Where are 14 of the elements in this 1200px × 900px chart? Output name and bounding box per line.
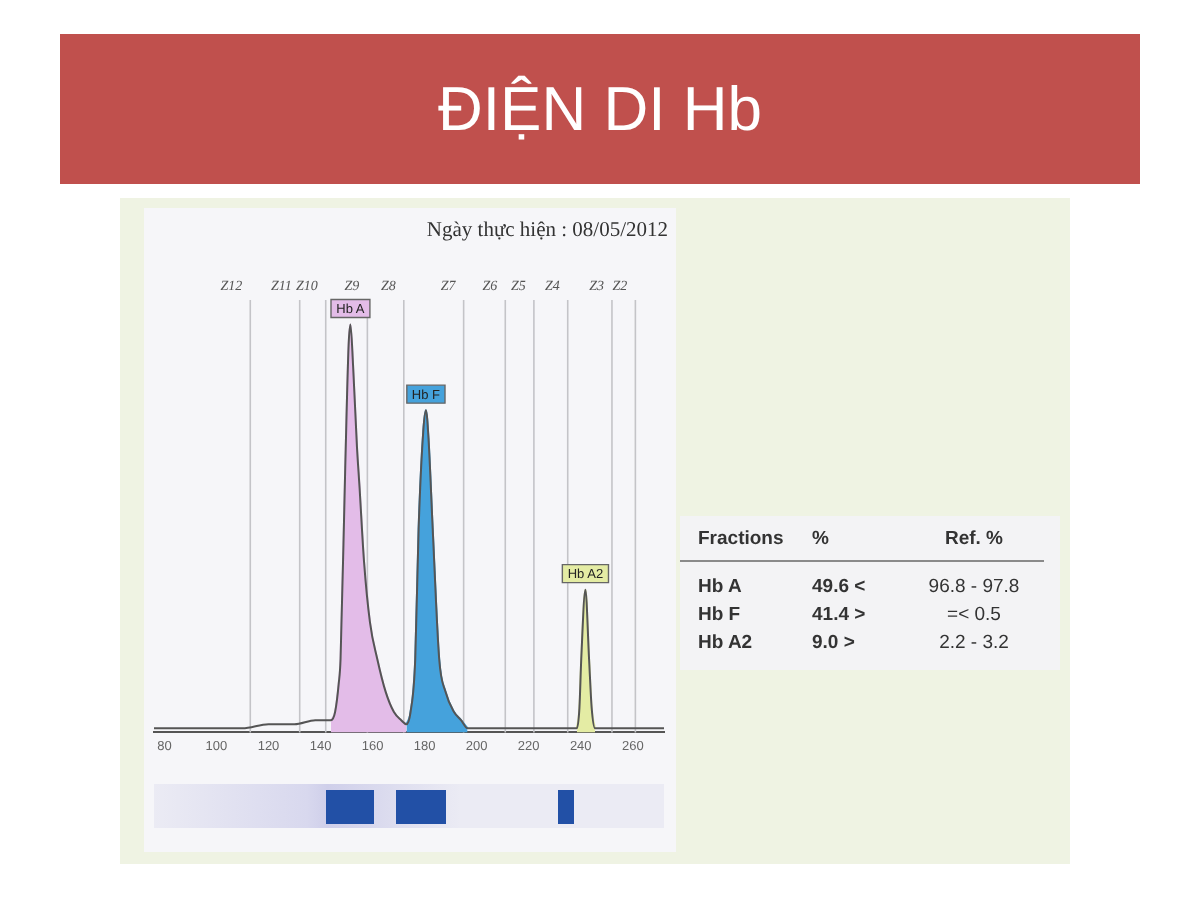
chart-title: ĐIỆN DI Hb: [60, 34, 1140, 184]
text: 9.0 >: [810, 632, 857, 654]
text: 2.2 - 3.2: [937, 632, 1011, 654]
chart-subtitle: Ngày thực hiện : 08/05/2012: [426, 220, 668, 242]
text: 49.6 <: [810, 576, 868, 598]
text: Ref. %: [904, 528, 1044, 562]
text: 41.4 >: [810, 604, 868, 626]
text: Hb F: [696, 604, 743, 626]
text: %: [800, 528, 904, 562]
text: Fractions: [680, 528, 800, 562]
text: Hb A2: [696, 632, 755, 654]
text: Hb A: [696, 576, 744, 598]
text: 96.8 - 97.8: [926, 576, 1022, 598]
text: =< 0.5: [945, 604, 1003, 626]
